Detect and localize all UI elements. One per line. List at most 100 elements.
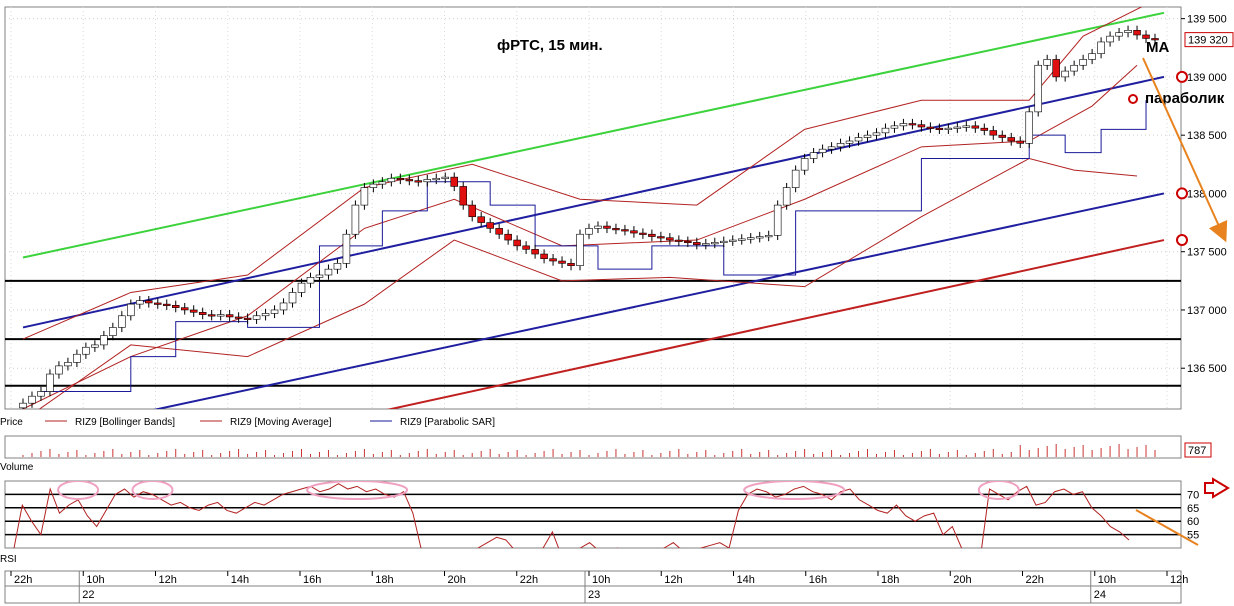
candle [504, 233, 512, 241]
legend-moving-average: RIZ9 [Moving Average] [200, 417, 332, 428]
price-pane [4, 6, 1182, 410]
candle [773, 204, 782, 236]
candle [827, 146, 836, 150]
legend-parabolic-sar: RIZ9 [Parabolic SAR] [370, 417, 495, 428]
candle [621, 229, 629, 232]
bollinger-lower-line [38, 157, 1138, 409]
candle [468, 204, 476, 218]
rsi-series [13, 483, 1130, 548]
candle [836, 143, 845, 148]
candle [414, 180, 423, 183]
volume-bars [22, 444, 1156, 457]
candle [1133, 30, 1141, 36]
legend-price: Price [0, 417, 23, 428]
time-tick-label: 14h [231, 574, 249, 586]
candle [324, 268, 333, 276]
volume-label: Volume [0, 462, 34, 473]
time-tick-label: 20h [953, 574, 971, 586]
rsi-pane [4, 480, 1182, 549]
candle [127, 303, 135, 317]
candle [702, 243, 710, 246]
candle [477, 216, 485, 223]
candle [549, 258, 557, 262]
candle [495, 228, 503, 235]
candle [630, 230, 638, 234]
candle [666, 237, 674, 241]
candle [1043, 59, 1051, 66]
candle [648, 233, 656, 237]
last-price-box [1184, 32, 1234, 48]
candle [1070, 64, 1078, 72]
candle [252, 315, 261, 320]
volume-value-box [1184, 442, 1212, 458]
candle [944, 127, 953, 130]
candle [746, 237, 755, 240]
rsi-line [13, 481, 1130, 548]
candle [486, 222, 494, 229]
candle [342, 233, 351, 264]
candle [720, 240, 728, 244]
candle [540, 253, 548, 259]
candle [693, 242, 701, 246]
time-tick-label: 18h [881, 574, 899, 586]
candle [809, 152, 818, 159]
candle [1016, 140, 1024, 144]
candle [154, 302, 162, 305]
rsi-label: RSI [0, 554, 17, 565]
candle [441, 176, 450, 179]
price-tick-label: 138 500 [1187, 130, 1227, 142]
candle [136, 300, 144, 305]
candle [207, 314, 216, 317]
time-tick-label: 10h [1098, 574, 1116, 586]
candle [567, 263, 575, 266]
candle [91, 344, 99, 348]
candle [109, 327, 117, 336]
candle [288, 292, 297, 304]
candle [531, 249, 539, 255]
candle [423, 179, 432, 183]
candle [657, 236, 665, 239]
candle [82, 346, 90, 355]
candle [1079, 59, 1087, 66]
candle [782, 187, 791, 206]
rsi-overbought-highlight [131, 481, 174, 500]
annotation-parabolic: параболик [1145, 90, 1225, 107]
candle [1007, 137, 1016, 142]
volume-pane [4, 435, 1182, 459]
candle [818, 148, 827, 153]
candle [899, 123, 908, 127]
candle [351, 204, 360, 235]
candle [872, 132, 881, 136]
candle [603, 225, 611, 229]
candle [360, 187, 369, 206]
legend-ma-label: RIZ9 [Moving Average] [230, 417, 332, 428]
rsi-tick-label: 60 [1187, 516, 1199, 528]
price-tick-label: 137 500 [1187, 247, 1227, 259]
candle [612, 228, 620, 231]
time-tick-label: 10h [592, 574, 610, 586]
candle [378, 181, 387, 185]
candle [234, 316, 243, 319]
legend-sar-label: RIZ9 [Parabolic SAR] [400, 417, 495, 428]
candle [459, 186, 467, 206]
candle [396, 177, 405, 181]
time-tick-label: 16h [303, 574, 321, 586]
candle [261, 313, 270, 317]
candle [145, 300, 153, 304]
trend-end-marker [1176, 234, 1188, 247]
candle [306, 277, 315, 284]
candle [46, 373, 54, 392]
time-tick-label: 12h [159, 574, 177, 586]
candle [585, 228, 593, 235]
date-label: 22 [82, 589, 94, 601]
parabolic-marker [1128, 94, 1138, 104]
candle [1115, 32, 1123, 37]
candle [450, 176, 458, 187]
candle [1052, 59, 1060, 78]
candle [118, 315, 126, 328]
parabolic-sar-line [40, 100, 1147, 393]
candle [926, 126, 935, 129]
price-legend: Price RIZ9 [Bollinger Bands] RIZ9 [Movin… [0, 417, 495, 428]
candle [1124, 30, 1132, 33]
